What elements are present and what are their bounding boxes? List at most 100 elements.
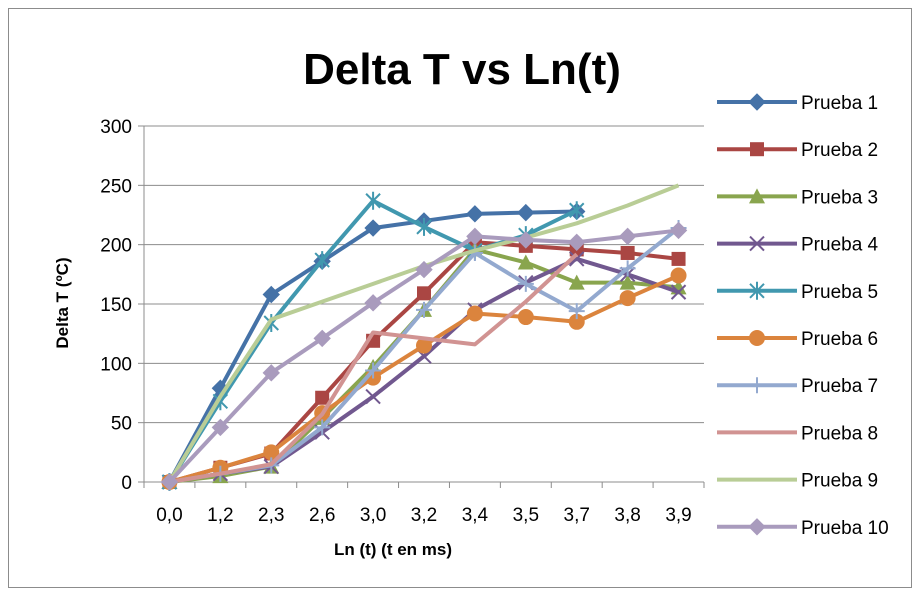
legend-item: Prueba 8 [717, 423, 878, 444]
series-group [160, 183, 688, 491]
x-tick-label: 3,7 [564, 505, 590, 526]
data-point [517, 203, 535, 222]
data-point [568, 274, 585, 290]
data-point [569, 251, 585, 267]
y-tick-label: 250 [100, 176, 132, 197]
x-tick-label: 3,9 [665, 505, 691, 526]
legend-marker [749, 235, 765, 252]
data-point [365, 362, 382, 379]
legend-label: Prueba 10 [801, 518, 889, 539]
data-point [417, 286, 431, 301]
gridlines [144, 125, 704, 424]
legend-marker [749, 281, 765, 300]
legend-label: Prueba 8 [801, 423, 878, 444]
x-tick-label: 3,0 [360, 505, 386, 526]
legend: Prueba 1 Prueba 2 Prueba 3 Prueba 4 Prueba 5… [717, 93, 889, 539]
series-10 [160, 221, 688, 491]
legend-label: Prueba 6 [801, 329, 878, 350]
x-tick-label: 2,6 [309, 505, 335, 526]
data-point [517, 231, 535, 249]
legend-marker [750, 142, 764, 157]
data-point [466, 305, 483, 322]
x-tick-label: 1,2 [207, 505, 233, 526]
data-point [517, 254, 534, 270]
x-tick-label: 0,0 [156, 505, 182, 526]
y-tick-label: 50 [111, 414, 132, 435]
data-point [618, 227, 637, 246]
legend-marker [749, 188, 765, 204]
data-point [160, 473, 179, 491]
y-tick-label: 150 [100, 295, 132, 316]
legend-marker [748, 93, 766, 111]
legend-item: Prueba 4 [717, 235, 879, 256]
y-tick-label: 300 [100, 117, 132, 138]
y-tick-label: 0 [121, 473, 132, 494]
data-point [620, 245, 635, 260]
legend-item: Prueba 5 [717, 282, 878, 303]
x-axis-ticks: 0,0 1,2 2,3 2,6 3,0 3,2 3,4 3,5 3,7 3,8 3,9 [143, 482, 705, 526]
data-point [569, 201, 585, 220]
x-tick-label: 2,3 [258, 505, 284, 526]
data-point [466, 227, 484, 246]
data-point [262, 364, 280, 382]
legend-label: Prueba 3 [801, 187, 878, 208]
data-point [568, 233, 586, 252]
legend-label: Prueba 9 [801, 471, 878, 492]
data-point [415, 260, 433, 279]
data-point [315, 390, 330, 405]
legend-label: Prueba 2 [801, 140, 878, 161]
legend-item: Prueba 10 [717, 518, 889, 539]
series-8 [169, 252, 579, 484]
legend-item: Prueba 1 [717, 93, 878, 114]
chart-title: Delta T vs Ln(t) [303, 45, 621, 94]
data-point [517, 309, 534, 326]
data-point [517, 275, 534, 292]
x-tick-label: 3,2 [411, 505, 437, 526]
data-point [669, 221, 688, 240]
y-tick-label: 100 [100, 354, 132, 375]
data-point [619, 290, 636, 307]
legend-label: Prueba 7 [801, 376, 878, 397]
x-axis-title: Ln (t) (t en ms) [334, 540, 452, 559]
legend-item: Prueba 7 [717, 376, 878, 397]
data-point [670, 284, 687, 300]
legend-marker [749, 377, 765, 394]
data-point [416, 337, 432, 354]
data-point [619, 274, 636, 290]
legend-item: Prueba 9 [717, 471, 878, 492]
data-point [313, 329, 331, 348]
y-tick-label: 200 [100, 236, 132, 257]
legend-label: Prueba 5 [801, 282, 878, 303]
legend-item: Prueba 3 [717, 187, 878, 208]
data-point [314, 251, 330, 270]
data-point [263, 444, 280, 461]
series-6 [161, 267, 687, 490]
legend-label: Prueba 1 [801, 93, 878, 114]
data-point [416, 301, 432, 318]
data-point [671, 251, 686, 266]
data-point [466, 205, 484, 223]
data-point [364, 219, 382, 237]
data-point [314, 419, 331, 436]
y-axis-title: Delta T (ºC) [53, 257, 72, 348]
data-point [416, 217, 432, 236]
legend-item: Prueba 2 [717, 140, 878, 161]
data-point [670, 267, 687, 284]
data-point [365, 191, 381, 210]
data-point [568, 303, 585, 320]
x-tick-label: 3,4 [462, 505, 489, 526]
data-point [365, 388, 381, 405]
series-line [169, 252, 579, 484]
data-point [364, 294, 382, 312]
y-axis-ticks: 0 50 100 150 200 250 300 [100, 117, 144, 494]
data-point [619, 260, 636, 277]
legend-item: Prueba 6 [717, 329, 878, 350]
data-point [262, 285, 280, 304]
x-tick-label: 3,8 [614, 505, 640, 526]
legend-marker [748, 518, 766, 536]
legend-marker [749, 330, 765, 346]
data-point [568, 313, 585, 330]
legend-label: Prueba 4 [801, 235, 879, 256]
x-tick-label: 3,5 [513, 505, 539, 526]
